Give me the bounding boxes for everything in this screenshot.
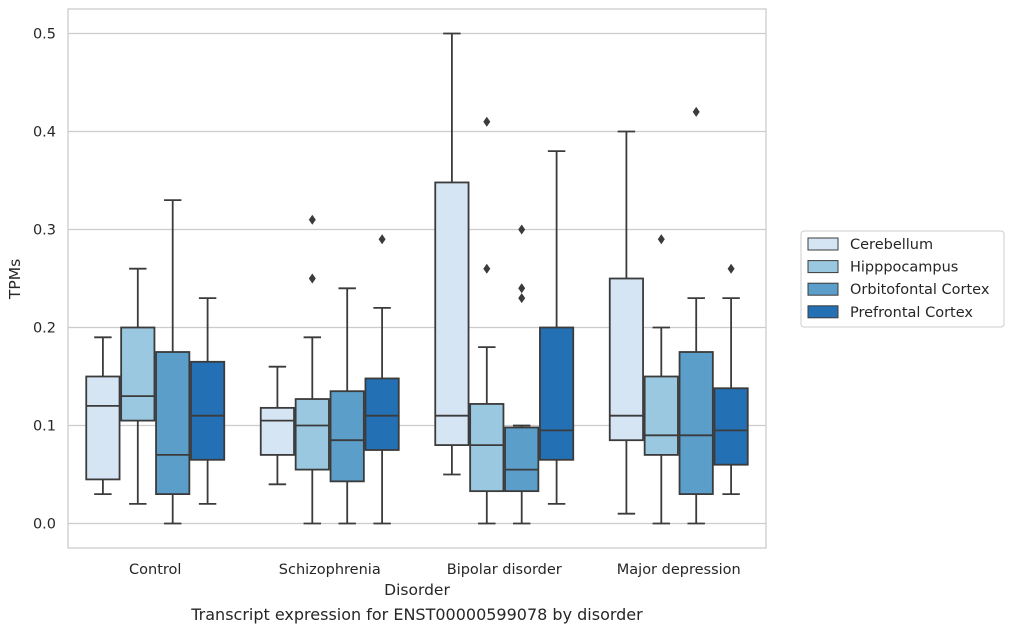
- box-body: [504, 426, 540, 493]
- box-body: [608, 277, 644, 442]
- box-cerebellum: [434, 32, 470, 476]
- box-prefrontal-cortex: [539, 150, 575, 505]
- legend-label: Prefrontal Cortex: [850, 305, 973, 321]
- x-axis-label: Disorder: [384, 581, 450, 599]
- y-tick-label: 0.5: [33, 27, 56, 43]
- x-tick-label: Major depression: [617, 562, 741, 578]
- box-orbitofontal-cortex: [678, 106, 714, 525]
- outlier-point: [308, 273, 316, 284]
- legend-swatch: [807, 237, 839, 251]
- box-body: [190, 360, 226, 461]
- outlier-point: [308, 214, 316, 225]
- box-body: [120, 326, 156, 422]
- box-cerebellum: [259, 365, 295, 486]
- legend-swatch: [807, 305, 839, 319]
- box-cerebellum: [608, 130, 644, 515]
- y-tick-label: 0.2: [33, 321, 56, 337]
- box-body: [364, 377, 400, 451]
- legend-label: Orbitofontal Cortex: [850, 282, 990, 298]
- box-plots: [85, 32, 749, 525]
- box-cerebellum: [85, 336, 121, 496]
- y-tick-label: 0.0: [33, 517, 56, 533]
- box-body: [713, 387, 749, 466]
- box-hipppocampus: [469, 116, 505, 525]
- box-orbitofontal-cortex: [329, 287, 365, 525]
- y-tick-labels: 0.0 0.1 0.2 0.3 0.4 0.5: [33, 27, 56, 533]
- legend-swatch: [807, 282, 839, 296]
- box-orbitofontal-cortex: [155, 199, 191, 525]
- y-tick-label: 0.3: [33, 223, 56, 239]
- y-tick-label: 0.4: [33, 125, 56, 141]
- outlier-point: [518, 224, 526, 235]
- legend-label: Cerebellum: [850, 237, 933, 253]
- box-prefrontal-cortex: [364, 234, 400, 525]
- legend-frame: [800, 230, 1005, 328]
- outlier-point: [483, 116, 491, 127]
- box-hipppocampus: [120, 267, 156, 505]
- x-tick-label: Bipolar disorder: [447, 562, 562, 578]
- outlier-point: [727, 263, 735, 274]
- box-body: [259, 406, 295, 456]
- legend: Cerebellum Hipppocampus Orbitofontal Corte…: [800, 230, 1005, 328]
- x-tick-label: Schizophrenia: [279, 562, 381, 578]
- box-body: [678, 351, 714, 496]
- legend-label: Hipppocampus: [850, 260, 958, 276]
- plot-frame: [67, 8, 767, 549]
- box-body: [294, 398, 330, 471]
- y-axis-label: TPMs: [6, 259, 24, 300]
- box-body: [643, 375, 679, 456]
- chart-caption: Transcript expression for ENST0000059907…: [191, 605, 643, 624]
- box-body: [155, 351, 191, 496]
- box-orbitofontal-cortex: [504, 224, 540, 525]
- outlier-point: [518, 283, 526, 294]
- y-tick-label: 0.1: [33, 419, 56, 435]
- x-tick-labels: Control Schizophrenia Bipolar disorder Majo…: [129, 562, 741, 578]
- box-prefrontal-cortex: [190, 297, 226, 505]
- outlier-point: [518, 293, 526, 304]
- outlier-point: [483, 263, 491, 274]
- outlier-point: [692, 106, 700, 117]
- box-body: [329, 390, 365, 483]
- box-body: [85, 375, 121, 481]
- box-body: [434, 181, 470, 447]
- outlier-point: [378, 234, 386, 245]
- box-hipppocampus: [643, 234, 679, 525]
- box-hipppocampus: [294, 214, 330, 525]
- box-prefrontal-cortex: [713, 263, 749, 496]
- outlier-point: [657, 234, 665, 245]
- box-body: [539, 326, 575, 461]
- legend-swatch: [807, 260, 839, 274]
- x-tick-label: Control: [129, 562, 181, 578]
- box-body: [469, 403, 505, 493]
